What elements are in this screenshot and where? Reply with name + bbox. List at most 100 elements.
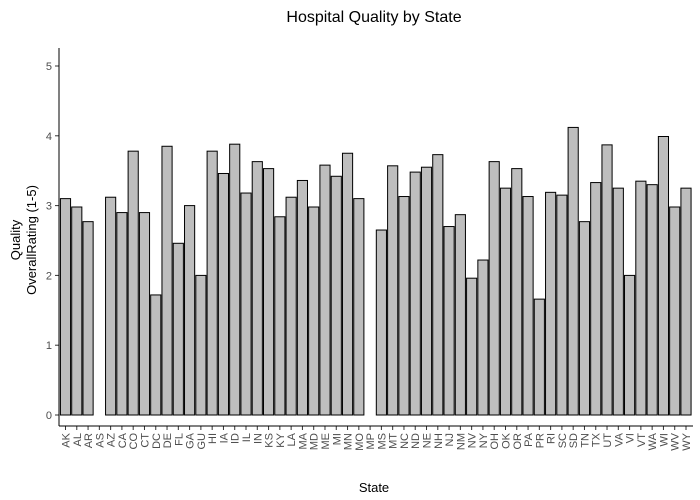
bar-az (105, 196, 117, 416)
x-tick-label: CT (139, 433, 151, 448)
bar-me (319, 164, 331, 416)
y-tick-label: 5 (46, 61, 52, 73)
x-tick-label: AK (61, 432, 73, 447)
x-tick-label: DC (151, 433, 163, 449)
bar-mn (341, 152, 354, 416)
x-tick-label: MS (376, 433, 388, 450)
bar-mi (330, 175, 342, 416)
x-tick-label: NH (433, 433, 445, 449)
bar-sc (556, 194, 568, 416)
x-tick-label: KY (275, 432, 287, 447)
x-tick-label: PA (523, 432, 535, 447)
bar-wi (657, 136, 670, 416)
x-tick-label: MP (365, 433, 377, 450)
bar-or (511, 168, 523, 416)
x-tick-label: SC (557, 433, 569, 448)
bar-ga (184, 205, 196, 416)
y-axis-title-line-2: OverallRating (1-5) (24, 185, 39, 295)
bar-ia (217, 172, 230, 416)
x-tick-label: NJ (444, 433, 456, 446)
bar-nc (398, 196, 410, 416)
x-tick-label: LA (286, 432, 298, 446)
bar-ny (477, 259, 489, 416)
x-tick-label: MA (297, 432, 309, 449)
bar-ar (82, 221, 94, 416)
x-tick-label: NY (478, 432, 490, 448)
y-axis-title-line-1: Quality (8, 219, 23, 260)
x-tick-label: FL (173, 433, 185, 446)
bar-il (240, 192, 252, 416)
x-tick-label: OH (489, 433, 501, 450)
y-tick-label: 2 (46, 270, 52, 282)
x-tick-label: ID (230, 433, 242, 444)
x-tick-label: AS (94, 433, 106, 448)
bar-de (161, 145, 173, 416)
x-tick-label: RI (546, 433, 558, 444)
x-tick-label: IA (218, 432, 230, 443)
bar-va (612, 187, 624, 416)
bar-ms (375, 229, 387, 416)
x-tick-label: OR (512, 433, 524, 450)
bar-hi (206, 150, 218, 416)
bar-ak (59, 198, 72, 416)
bar-co (127, 150, 139, 416)
bar-nh (432, 154, 444, 416)
chart-title: Hospital Quality by State (286, 9, 461, 26)
x-tick-label: VI (625, 433, 637, 443)
bar-ok (499, 187, 512, 416)
bar-in (251, 161, 263, 416)
bar-fl (172, 242, 184, 416)
bar-nm (454, 214, 466, 416)
x-tick-label: AL (72, 433, 84, 446)
x-tick-label: TX (591, 432, 603, 447)
bar-pa (522, 196, 534, 416)
bar-nd (409, 171, 421, 416)
x-tick-label: MI (331, 433, 343, 445)
bar-wy (680, 187, 692, 416)
bar-ma (296, 179, 308, 416)
bar-wv (669, 206, 681, 416)
x-tick-label: MD (309, 433, 321, 450)
x-tick-label: NM (455, 433, 467, 450)
x-tick-label: IN (252, 433, 264, 444)
x-tick-label: VA (613, 432, 625, 447)
x-tick-label: SD (568, 433, 580, 448)
bars-group (59, 126, 692, 416)
bar-al (71, 206, 83, 416)
x-tick-label: NV (467, 432, 479, 448)
x-tick-label: KS (264, 433, 276, 448)
bar-oh (488, 161, 500, 416)
bar-id (229, 143, 241, 416)
x-tick-label: VT (636, 433, 648, 447)
x-tick-label: OK (500, 432, 512, 449)
x-tick-label: MT (388, 433, 400, 449)
bar-sd (567, 126, 579, 416)
x-tick-label: HI (207, 433, 219, 444)
x-tick-label: GA (185, 432, 197, 449)
x-tick-label: TN (579, 433, 591, 448)
bar-pr (533, 298, 545, 416)
x-tick-label: GU (196, 433, 208, 450)
bar-ca (116, 212, 128, 416)
bar-nv (466, 277, 478, 416)
x-tick-label: AR (83, 433, 95, 448)
x-tick-label: AZ (106, 433, 118, 447)
bar-ky (274, 216, 286, 416)
x-tick-label: WA (647, 432, 659, 450)
bar-tx (590, 182, 602, 416)
x-axis-ticks: AK AL AR AS AZ CA CO CT DC DE FL GA GU HI IA ID IL IN KS KY… (61, 426, 693, 451)
y-tick-label: 1 (46, 340, 52, 352)
y-axis-ticks: 0 1 2 3 4 5 (46, 61, 59, 422)
bar-vt (635, 180, 647, 416)
bar-md (308, 206, 320, 416)
x-tick-label: CO (128, 433, 140, 450)
y-axis-title: Quality OverallRating (1-5) (8, 185, 39, 295)
bar-mt (387, 165, 399, 416)
x-tick-label: WV (670, 432, 682, 450)
bar-ut (601, 144, 613, 416)
x-tick-label: MO (354, 433, 366, 451)
x-tick-label: WI (658, 433, 670, 446)
bar-wa (646, 184, 658, 416)
bar-mo (353, 198, 365, 416)
